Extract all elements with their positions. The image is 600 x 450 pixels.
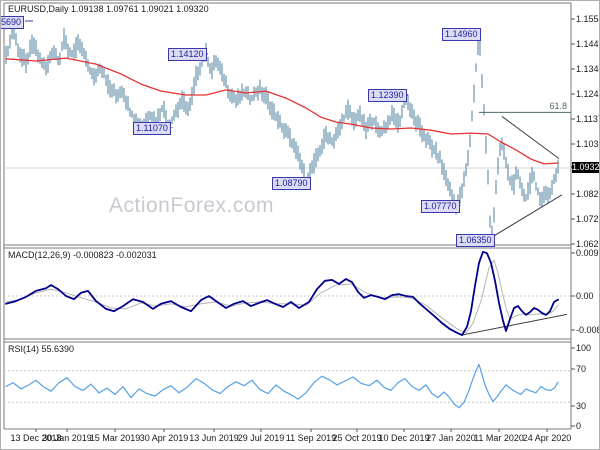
price-callout-label: 1.11070 (133, 122, 171, 135)
y-axis-label: 1.15540 (576, 14, 599, 24)
rsi-indicator-label: RSI(14) 55.6390 (8, 344, 75, 354)
y-axis-label: 30 (576, 401, 587, 411)
y-axis-label: 1.13440 (576, 64, 599, 74)
x-axis-date-label: 15 Mar 2019 (89, 433, 141, 443)
price-callout-label: 1.14960 (442, 28, 481, 41)
x-axis-date-label: 24 Apr 2020 (522, 433, 572, 443)
y-axis-label: 0.00978 (576, 248, 599, 258)
x-axis-date-label: 13 Dec 2018 (10, 433, 62, 443)
y-axis-label: 1.06210 (576, 239, 599, 249)
chart-title: EURUSD,Daily 1.09138 1.09761 1.09021 1.0… (8, 4, 209, 14)
price-callout-label: 5690 (1, 16, 25, 29)
x-axis-date-label: 27 Jan 2020 (426, 433, 476, 443)
y-axis-label: -0.008464 (576, 325, 599, 335)
y-axis-label: 70 (576, 364, 587, 374)
x-axis-date-label: 29 Jul 2019 (237, 433, 285, 443)
y-axis-label: 0 (576, 421, 582, 431)
y-axis-label: 1.12420 (576, 89, 599, 99)
x-axis-date-label: 10 Dec 2019 (378, 433, 430, 443)
y-axis-label: 1.07230 (576, 214, 599, 224)
x-axis-date-label: 13 Jun 2019 (189, 433, 239, 443)
y-axis-label: 1.14490 (576, 39, 599, 49)
x-axis-date-label: 11 Sep 2019 (285, 433, 337, 443)
price-callout-label: 1.06350 (456, 234, 495, 247)
watermark: ActionForex.com (109, 194, 275, 217)
y-axis-label: 0.00 (576, 291, 594, 301)
y-axis-label: 1.10350 (576, 139, 599, 149)
current-price-axis-label: 1.09320 (572, 162, 600, 173)
price-callout-label: 1.14120 (168, 48, 207, 61)
price-callout-label: 1.08790 (272, 177, 311, 190)
fib-618-label: 61.8 (549, 101, 567, 111)
x-axis-date-label: 30 Apr 2019 (139, 433, 189, 443)
price-callout-label: 1.07770 (421, 200, 460, 213)
x-axis-date-label: 30 Jan 2019 (42, 433, 92, 443)
x-axis-date-label: 25 Oct 2019 (332, 433, 382, 443)
price-callout-label: 1.12390 (368, 89, 407, 102)
x-axis-date-label: 11 Mar 2020 (474, 433, 524, 443)
macd-indicator-label: MACD(12,26,9) -0.000823 -0.002031 (8, 250, 157, 260)
y-axis-label: 1.08280 (576, 189, 599, 199)
y-axis-label: 1.11370 (576, 114, 599, 124)
y-axis-label: 100 (576, 343, 592, 353)
